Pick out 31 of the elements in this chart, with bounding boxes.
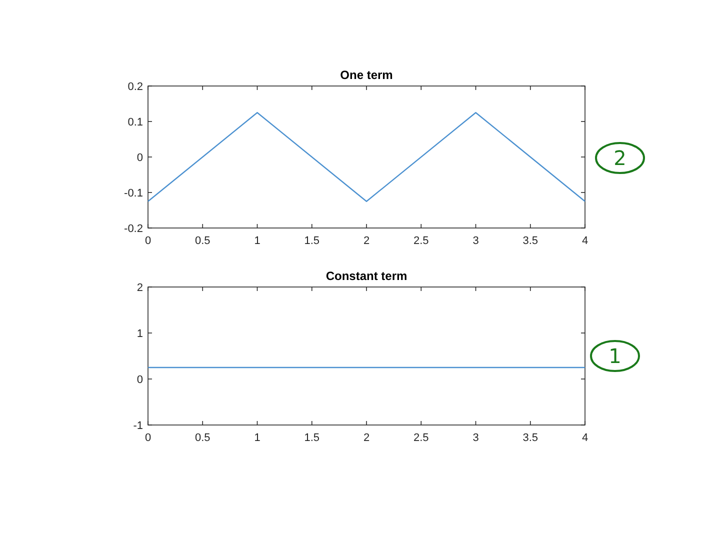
y-tick-label: -0.1	[124, 188, 143, 200]
x-tick-label: 3	[472, 235, 479, 247]
x-tick-label: 4	[582, 235, 588, 247]
x-tick-label: 3.5	[522, 235, 538, 247]
x-tick-label: 1	[254, 235, 260, 247]
x-tick-label: 0	[144, 432, 152, 444]
x-tick-label: 3	[472, 432, 479, 444]
x-tick-label: 2.5	[413, 235, 429, 247]
text: 2	[614, 146, 626, 170]
text: 1	[608, 344, 622, 368]
x-tick-label: 0.5	[194, 235, 210, 247]
x-tick-label: 0	[144, 235, 152, 247]
y-tick-label: -0.2	[124, 223, 143, 235]
chart-title: Constant term	[326, 269, 408, 283]
y-tick-label: 0.1	[128, 116, 143, 128]
x-tick-label: 0.5	[194, 432, 210, 444]
x-tick-label: 1.5	[304, 432, 320, 444]
x-tick-label: 2	[363, 235, 370, 247]
y-tick-label: 0	[136, 374, 143, 386]
x-tick-label: 1	[254, 432, 260, 444]
y-tick-label: 0.2	[128, 81, 143, 93]
x-tick-label: 2	[363, 432, 370, 444]
x-tick-label: 1.5	[304, 235, 320, 247]
x-tick-label: 3.5	[522, 432, 538, 444]
chart-title: One term	[340, 68, 393, 82]
x-tick-label: 2.5	[413, 432, 429, 444]
y-tick-label: 2	[136, 282, 143, 294]
x-tick-label: 4	[582, 432, 588, 444]
y-tick-label: 1	[136, 328, 143, 340]
y-tick-label: -1	[133, 420, 143, 432]
y-tick-label: 0	[136, 152, 143, 164]
